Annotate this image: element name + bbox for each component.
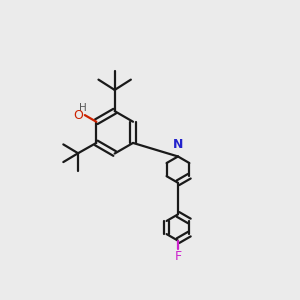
Text: H: H [80,103,87,113]
Text: O: O [73,109,83,122]
Text: N: N [173,138,183,151]
Text: F: F [174,250,182,263]
